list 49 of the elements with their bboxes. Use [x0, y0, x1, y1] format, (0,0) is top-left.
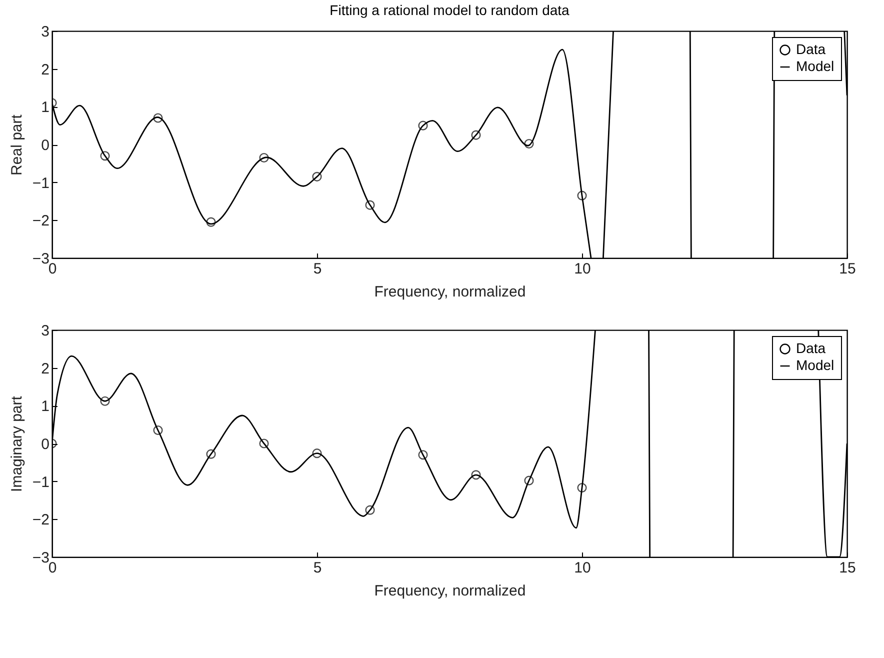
point	[312, 448, 322, 458]
point	[471, 470, 481, 480]
point	[365, 200, 375, 210]
point	[100, 396, 110, 406]
x-axis-title: Frequency, normalized	[374, 582, 526, 600]
point	[577, 482, 587, 493]
point	[365, 505, 375, 515]
y-tick-label: −3	[32, 250, 50, 268]
point	[100, 151, 110, 161]
point	[418, 450, 428, 460]
y-axis-title: Imaginary part	[8, 395, 26, 492]
y-tick-label: 1	[41, 99, 50, 116]
x-tick-label: 5	[313, 260, 322, 278]
point	[577, 190, 587, 200]
x-axis-title: Frequency, normalized	[374, 284, 526, 300]
point	[259, 438, 269, 448]
y-axis-title: Real part	[8, 114, 26, 176]
x-tick-label: 5	[313, 560, 322, 576]
y-tick-label: −1	[32, 174, 50, 192]
point	[206, 217, 216, 227]
x-tick-label: 10	[574, 260, 591, 278]
y-tick-label: 3	[41, 24, 50, 40]
point	[524, 476, 534, 486]
y-tick-label: 3	[41, 322, 50, 340]
point	[259, 152, 269, 163]
point	[524, 138, 534, 149]
point	[471, 130, 481, 140]
point	[153, 425, 163, 436]
y-tick-label: 0	[41, 137, 50, 154]
point	[418, 120, 428, 130]
y-tick-label: 1	[41, 398, 50, 416]
legend-label: Model	[796, 58, 834, 74]
y-tick-label: −2	[32, 512, 50, 529]
y-tick-label: 2	[41, 61, 50, 78]
x-tick-label: 15	[839, 260, 856, 278]
y-tick-label: −3	[32, 550, 50, 566]
point	[312, 172, 322, 182]
point	[153, 113, 163, 123]
legend-label: Model	[796, 357, 834, 373]
y-tick-label: −1	[32, 474, 50, 491]
legend-label: Data	[796, 41, 826, 57]
y-tick-label: 2	[41, 360, 50, 378]
x-tick-label: 15	[839, 560, 856, 576]
x-tick-label: 10	[574, 560, 591, 576]
chart-title: Fitting a rational model to random data	[330, 2, 570, 18]
y-tick-label: 0	[41, 436, 50, 453]
legend-label: Data	[796, 340, 826, 356]
point	[206, 449, 216, 459]
y-tick-label: −2	[32, 212, 50, 230]
